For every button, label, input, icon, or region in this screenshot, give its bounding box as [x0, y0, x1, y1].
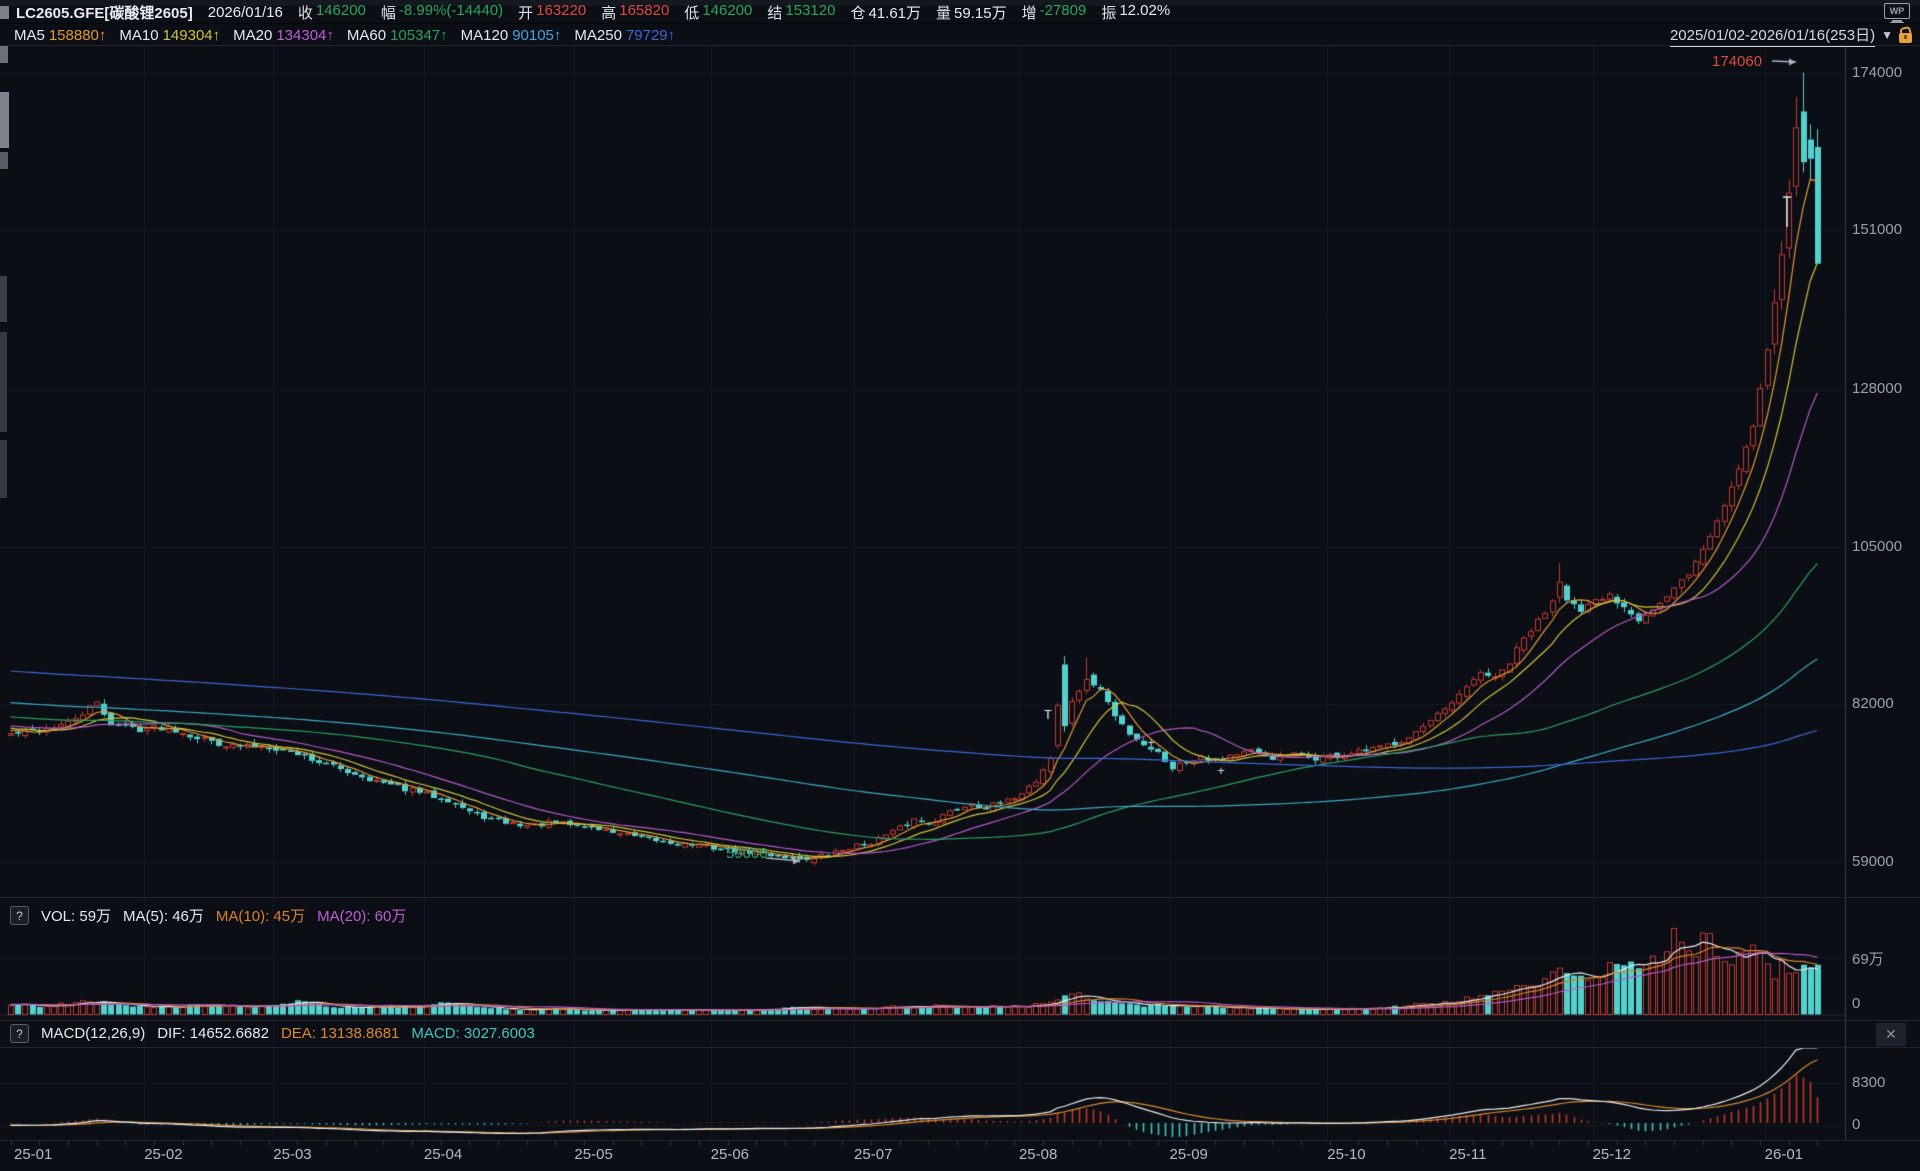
time-axis-label: 25-05	[574, 1146, 613, 1163]
ma-bar-divider	[0, 45, 1920, 46]
quote-field: 仓 41.61万	[850, 4, 922, 22]
left-toolbar-fragment[interactable]	[0, 92, 9, 148]
volume-axis-label: 0	[1852, 995, 1861, 1012]
time-axis-label: 25-04	[423, 1146, 463, 1163]
left-toolbar-fragment[interactable]	[0, 440, 7, 498]
macd-legend-item: DIF: 14652.6682	[157, 1025, 269, 1042]
price-axis-label: 128000	[1852, 380, 1903, 397]
macd-legend: MACD(12,26,9) DIF: 14652.6682 DEA: 13138.8…	[41, 1025, 535, 1042]
macd-pane-header: ? MACD(12,26,9) DIF: 14652.6682 DEA: 13138…	[10, 1024, 535, 1043]
quote-field: 开 163220	[518, 1, 587, 22]
time-axis-label: 25-03	[273, 1146, 312, 1163]
pane-divider	[0, 1020, 1920, 1021]
price-axis-label: 174000	[1852, 64, 1903, 81]
time-axis-label: 25-12	[1592, 1146, 1631, 1163]
macd-axis-label: 8300	[1852, 1074, 1886, 1091]
ma-item: MA5 158880↑	[14, 26, 107, 44]
macd-legend-item: MACD(12,26,9)	[41, 1025, 146, 1042]
unlock-icon[interactable]	[1899, 33, 1912, 43]
left-toolbar-fragment[interactable]	[0, 332, 7, 432]
ma-indicator-bar: MA5 158880↑ MA10 149304↑ MA20 134304↑ MA60 1053…	[14, 25, 675, 45]
left-toolbar-fragment[interactable]	[0, 46, 8, 63]
volume-legend-item: MA(10): 45万	[215, 908, 306, 925]
pane-divider	[0, 897, 1920, 898]
pane-divider	[0, 1047, 1920, 1048]
time-axis-label: 25-06	[710, 1146, 750, 1163]
ma-item: MA10 149304↑	[119, 26, 221, 44]
volume-legend-item: VOL: 59万	[41, 908, 112, 925]
quote-field: 量 59.15万	[936, 4, 1007, 22]
volume-legend-item: MA(5): 46万	[123, 908, 204, 925]
quote-field: 收 146200	[297, 1, 366, 22]
time-axis-label: 25-01	[14, 1146, 53, 1163]
volume-legend-item: MA(20): 60万	[317, 908, 407, 925]
macd-help-button[interactable]: ?	[10, 1024, 29, 1043]
ma-item: MA250 79729↑	[574, 26, 676, 44]
close-icon[interactable]: ✕	[1876, 1023, 1906, 1046]
left-toolbar-fragment[interactable]	[0, 276, 7, 322]
date-range-text[interactable]: 2025/01/02-2026/01/16(253日)	[1669, 24, 1876, 47]
time-axis-label: 25-09	[1169, 1146, 1208, 1163]
price-axis-label: 151000	[1852, 221, 1903, 238]
low-price-annotation: 59000	[726, 845, 768, 862]
header-divider	[0, 23, 1920, 24]
ma-item: MA120 90105↑	[460, 26, 562, 44]
time-axis-label: 25-02	[144, 1146, 183, 1163]
wp-icon-label: WP	[1884, 3, 1910, 19]
price-axis-label: 82000	[1852, 695, 1894, 712]
price-axis-label: 105000	[1852, 538, 1903, 555]
volume-help-button[interactable]: ?	[10, 906, 29, 925]
quote-fields: 收 146200 幅 -8.99%(-14440) 开 163220 高 165820 低 146…	[298, 2, 1170, 23]
high-price-annotation: 174060	[1712, 53, 1763, 70]
quote-field: 结 153120	[767, 1, 836, 22]
time-axis-label: 26-01	[1764, 1146, 1804, 1163]
left-toolbar-fragment[interactable]	[0, 152, 8, 169]
volume-pane-header: ? VOL: 59万 MA(5): 46万 MA(10): 45万 MA(20): 6…	[10, 905, 406, 926]
quote-field: 低 146200	[684, 1, 753, 22]
quote-field: 高 165820	[601, 1, 670, 22]
ma-item: MA60 105347↑	[346, 26, 448, 44]
ma-item: MA20 134304↑	[233, 26, 334, 44]
macd-legend-item: MACD: 3027.6003	[411, 1025, 535, 1042]
macd-axis-label: 0	[1852, 1116, 1861, 1133]
instrument-info-bar: LC2605.GFE[碳酸锂2605] 2026/01/16 收 146200 幅 -…	[16, 2, 1170, 22]
quote-field: 增 -27809	[1021, 1, 1087, 22]
wp-monitor-icon[interactable]: WP	[1884, 3, 1910, 24]
time-axis-label: 25-11	[1449, 1146, 1487, 1163]
quote-field: 振 12.02%	[1101, 1, 1171, 22]
price-axis-label: 59000	[1852, 853, 1894, 870]
macd-legend-item: DEA: 13138.8681	[280, 1025, 400, 1042]
quote-field: 幅 -8.99%(-14440)	[380, 1, 504, 22]
chevron-down-icon[interactable]: ▼	[1881, 28, 1893, 42]
time-axis-label: 25-08	[1018, 1146, 1058, 1163]
instrument-symbol[interactable]: LC2605.GFE[碳酸锂2605]	[16, 4, 193, 22]
time-axis-label: 25-07	[854, 1146, 893, 1163]
time-axis-label: 25-10	[1327, 1146, 1366, 1163]
left-toolbar-fragment[interactable]	[0, 6, 9, 19]
volume-legend: VOL: 59万 MA(5): 46万 MA(10): 45万 MA(20): 60万	[41, 905, 406, 926]
trade-date: 2026/01/16	[207, 3, 283, 21]
axis-divider	[0, 1140, 1920, 1141]
volume-axis-label: 69万	[1852, 951, 1884, 968]
date-range-control[interactable]: 2025/01/02-2026/01/16(253日) ▼	[1600, 24, 1912, 47]
